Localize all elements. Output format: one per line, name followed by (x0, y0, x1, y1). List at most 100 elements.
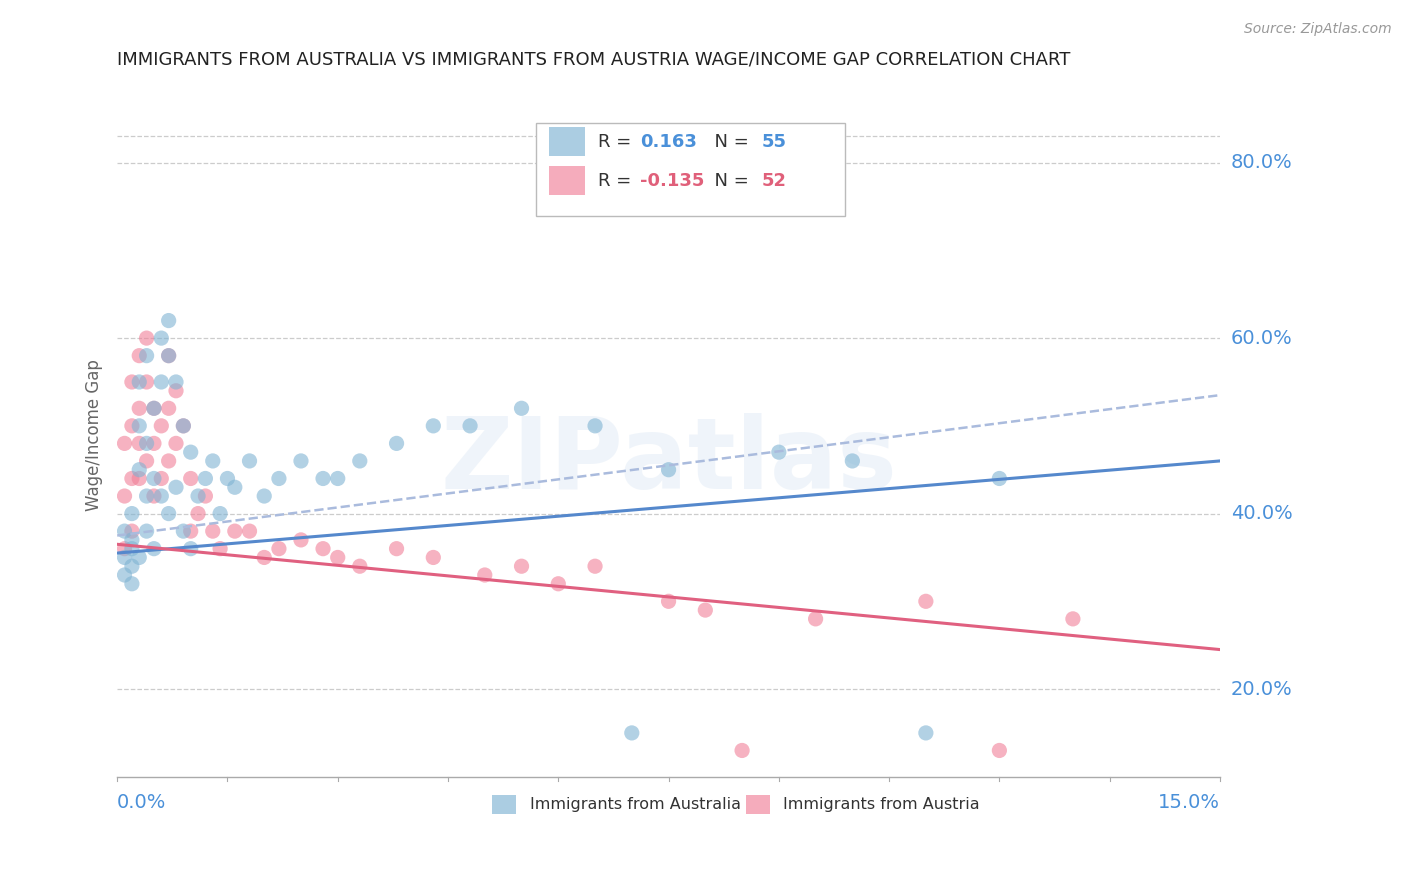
Point (422, 418, 444, 433)
Text: Immigrants from Austria: Immigrants from Austria (783, 797, 980, 812)
Point (135, 375, 157, 389)
Point (194, 471, 217, 485)
Point (915, 726, 938, 740)
Bar (492, 795, 516, 814)
Point (385, 436, 408, 450)
Point (121, 559, 143, 574)
Point (150, 471, 173, 485)
Point (238, 454, 260, 468)
Point (547, 576, 569, 591)
Point (114, 489, 136, 503)
Point (180, 471, 202, 485)
Point (187, 489, 209, 503)
Point (349, 559, 371, 574)
Point (841, 454, 863, 468)
Point (121, 524, 143, 538)
Point (988, 743, 1011, 757)
Point (583, 559, 606, 574)
Point (312, 541, 335, 556)
Point (731, 743, 754, 757)
Point (142, 489, 165, 503)
Point (290, 533, 312, 547)
Point (172, 418, 194, 433)
Point (165, 375, 187, 389)
Text: -0.135: -0.135 (640, 172, 704, 190)
Point (128, 349, 150, 363)
Point (804, 612, 827, 626)
Point (658, 594, 681, 608)
Point (253, 550, 276, 565)
Point (583, 418, 606, 433)
Point (150, 489, 173, 503)
Point (114, 524, 136, 538)
Point (157, 454, 180, 468)
Point (157, 349, 180, 363)
Point (121, 471, 143, 485)
Point (165, 436, 187, 450)
Text: 20.0%: 20.0% (1232, 680, 1292, 698)
Text: 0.163: 0.163 (640, 133, 697, 151)
Point (194, 489, 217, 503)
Point (253, 489, 276, 503)
Point (142, 401, 165, 416)
Point (695, 603, 717, 617)
FancyBboxPatch shape (536, 123, 845, 216)
Point (510, 401, 533, 416)
Point (114, 541, 136, 556)
Point (209, 541, 232, 556)
Point (187, 507, 209, 521)
Point (474, 568, 496, 582)
Point (620, 726, 643, 740)
Point (150, 331, 173, 345)
Text: IMMIGRANTS FROM AUSTRALIA VS IMMIGRANTS FROM AUSTRIA WAGE/INCOME GAP CORRELATION: IMMIGRANTS FROM AUSTRALIA VS IMMIGRANTS … (117, 51, 1070, 69)
Point (458, 418, 481, 433)
Point (510, 559, 533, 574)
Text: N =: N = (703, 172, 754, 190)
Text: 0.0%: 0.0% (117, 793, 166, 812)
Point (768, 445, 790, 459)
Point (201, 524, 224, 538)
Point (135, 349, 157, 363)
Point (121, 375, 143, 389)
Point (135, 489, 157, 503)
Point (172, 418, 194, 433)
Text: Source: ZipAtlas.com: Source: ZipAtlas.com (1244, 22, 1392, 37)
Point (114, 550, 136, 565)
Point (157, 349, 180, 363)
Point (142, 471, 165, 485)
Point (157, 401, 180, 416)
Point (150, 375, 173, 389)
Point (135, 331, 157, 345)
Point (988, 471, 1011, 485)
Point (121, 507, 143, 521)
Point (180, 541, 202, 556)
Point (349, 454, 371, 468)
Point (238, 524, 260, 538)
Point (128, 463, 150, 477)
Point (267, 471, 290, 485)
Text: ZIPatlas: ZIPatlas (440, 414, 897, 510)
Point (135, 454, 157, 468)
Bar (550, 167, 585, 195)
Point (201, 454, 224, 468)
Point (135, 524, 157, 538)
Text: 80.0%: 80.0% (1232, 153, 1292, 172)
Text: 60.0%: 60.0% (1232, 328, 1292, 348)
Point (157, 507, 180, 521)
Point (114, 568, 136, 582)
Point (142, 541, 165, 556)
Point (121, 576, 143, 591)
Text: Immigrants from Australia: Immigrants from Australia (530, 797, 741, 812)
Point (157, 313, 180, 327)
Bar (745, 795, 770, 814)
Point (312, 471, 335, 485)
Text: 52: 52 (761, 172, 786, 190)
Point (135, 436, 157, 450)
Point (658, 463, 681, 477)
Point (326, 471, 349, 485)
Bar (550, 128, 585, 156)
Point (121, 418, 143, 433)
Point (121, 541, 143, 556)
Text: N =: N = (703, 133, 754, 151)
Point (385, 541, 408, 556)
